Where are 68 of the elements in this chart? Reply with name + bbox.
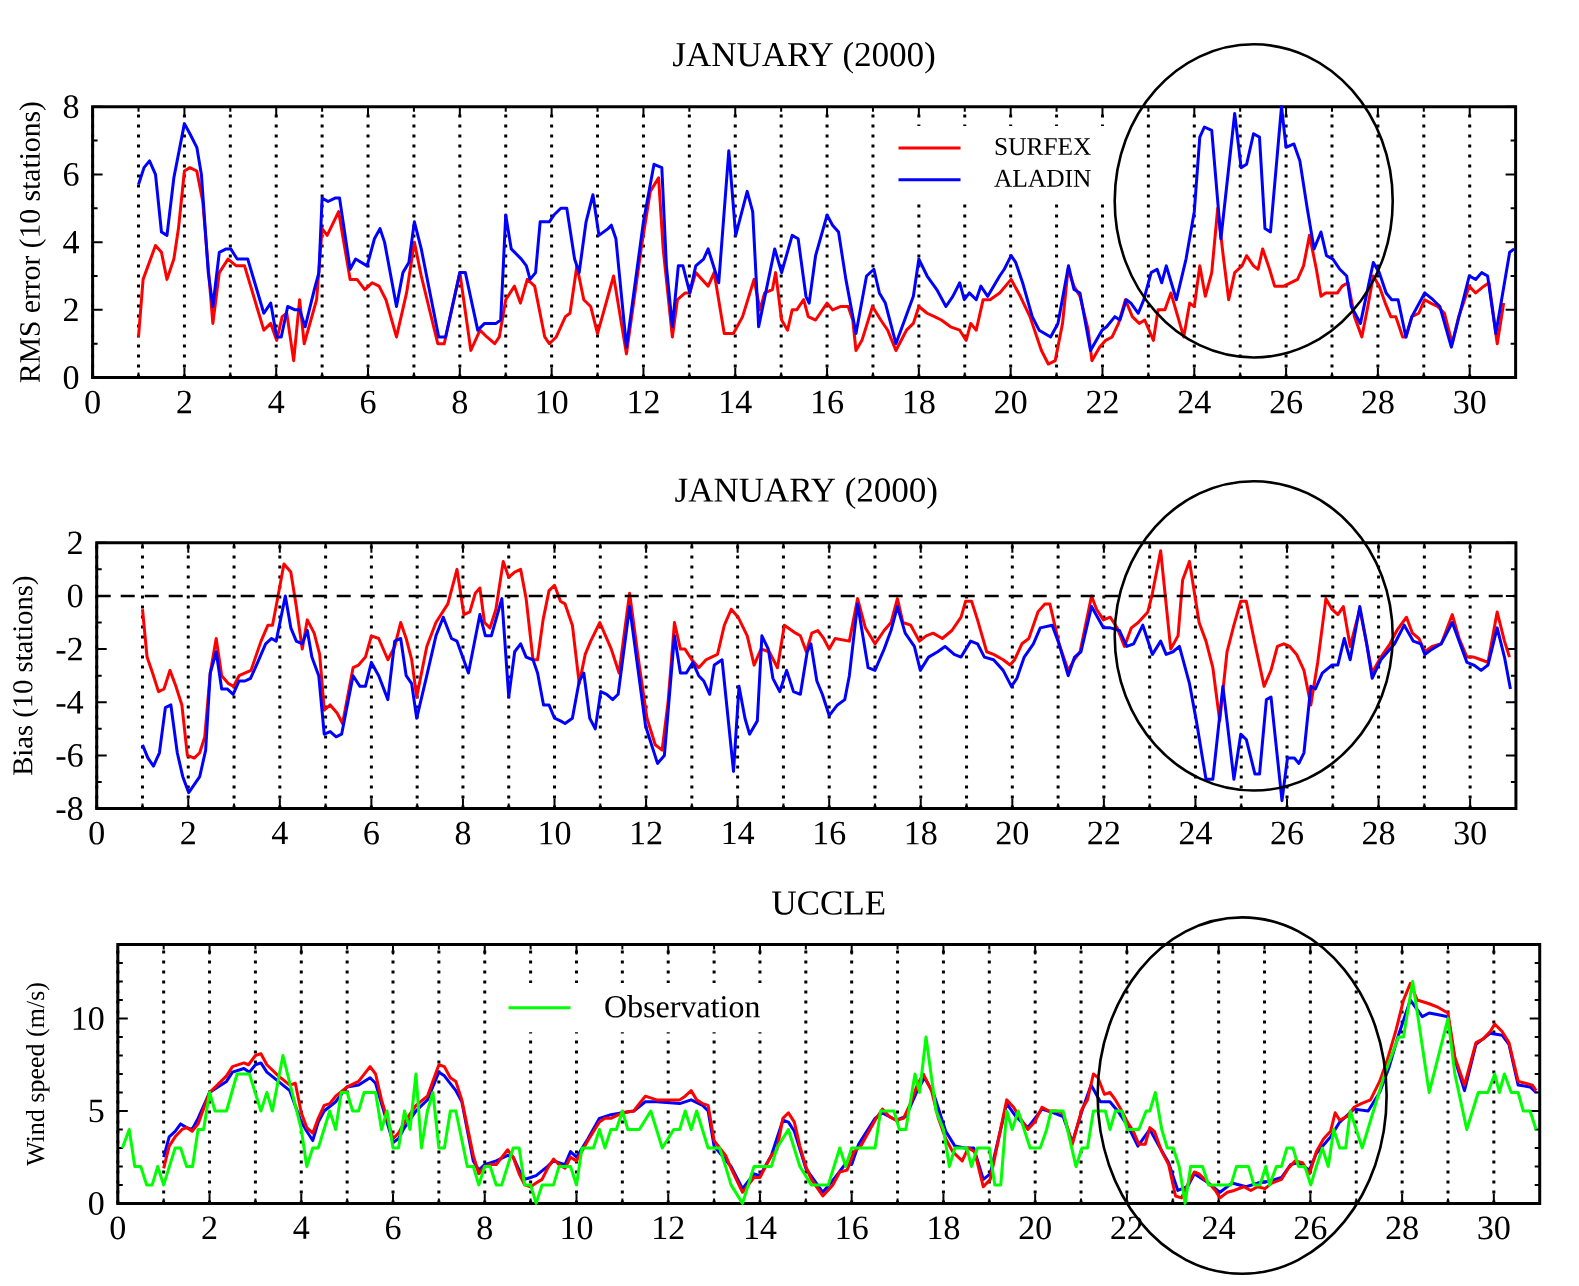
y-tick-label: 5 (89, 1099, 104, 1123)
y-tick-label: -8 (56, 797, 83, 821)
y-tick-label: -2 (56, 637, 82, 661)
x-tick-label: 8 (452, 390, 468, 414)
x-tick-label: 6 (364, 821, 379, 845)
x-tick-label: 0 (110, 1216, 126, 1240)
y-tick-label: -4 (56, 691, 84, 714)
x-tick-label: 30 (1454, 821, 1486, 845)
x-tick-label: 6 (385, 1216, 401, 1240)
x-tick-label: 6 (361, 390, 376, 414)
x-tick-label: 26 (1294, 1216, 1327, 1240)
x-tick-label: 10 (540, 821, 571, 845)
y-axis-title: Wind speed (m/s) (25, 983, 50, 1166)
x-tick-label: 12 (654, 1216, 684, 1239)
x-tick-label: 16 (837, 1216, 868, 1240)
y-tick-label: 0 (89, 1191, 104, 1215)
x-tick-label: 26 (1270, 390, 1303, 414)
chart-title: JANUARY (2000) (675, 477, 937, 510)
x-tick-label: 14 (721, 390, 752, 414)
x-tick-label: 10 (537, 390, 568, 414)
x-tick-label: 4 (268, 390, 285, 414)
x-tick-label: 4 (293, 1216, 310, 1239)
y-tick-label: 0 (67, 584, 83, 608)
x-tick-label: 20 (1019, 1216, 1051, 1240)
x-tick-label: 30 (1478, 1216, 1510, 1240)
legend-label: ALADIN (994, 169, 1091, 187)
x-tick-label: 12 (629, 390, 659, 414)
x-tick-label: 2 (202, 1216, 217, 1239)
y-tick-label: 4 (63, 230, 79, 254)
x-tick-label: 8 (477, 1216, 492, 1240)
x-tick-label: 14 (723, 821, 755, 845)
y-tick-label: -6 (56, 744, 83, 767)
legend-label: SURFEX (995, 138, 1091, 156)
legend-label: Observation (605, 995, 760, 1018)
y-tick-label: 0 (63, 366, 79, 390)
x-tick-label: 8 (455, 821, 471, 845)
x-tick-label: 12 (632, 821, 662, 845)
y-tick-label: 2 (64, 298, 78, 322)
x-tick-label: 30 (1454, 390, 1486, 414)
x-tick-label: 18 (906, 821, 937, 845)
y-axis-title: RMS error (10 stations) (19, 102, 46, 383)
x-tick-label: 18 (904, 390, 935, 414)
x-tick-label: 22 (1088, 821, 1119, 845)
x-tick-label: 28 (1363, 821, 1395, 845)
x-tick-label: 24 (1178, 390, 1211, 414)
x-tick-label: 20 (995, 390, 1027, 414)
x-tick-label: 18 (929, 1216, 960, 1240)
x-tick-label: 14 (745, 1216, 777, 1239)
y-tick-label: 10 (73, 1007, 104, 1031)
chart-title: JANUARY (2000) (673, 41, 935, 74)
x-tick-label: 10 (562, 1216, 593, 1240)
x-tick-label: 16 (815, 821, 846, 845)
x-tick-label: 20 (996, 821, 1029, 845)
x-tick-label: 2 (181, 821, 195, 845)
y-tick-label: 8 (63, 95, 79, 119)
chart-title: UCCLE (772, 891, 885, 915)
x-tick-label: 24 (1203, 1216, 1236, 1239)
x-tick-label: 16 (813, 390, 844, 414)
y-axis-title: Bias (10 stations) (12, 576, 39, 775)
y-tick-label: 6 (64, 162, 79, 186)
x-tick-label: 4 (271, 821, 288, 845)
x-tick-label: 28 (1386, 1216, 1418, 1240)
x-tick-label: 26 (1271, 821, 1304, 845)
x-tick-label: 24 (1179, 821, 1212, 845)
x-tick-label: 22 (1086, 390, 1118, 414)
y-tick-label: 2 (68, 531, 82, 555)
x-tick-label: 28 (1362, 390, 1394, 414)
x-tick-label: 2 (177, 390, 192, 414)
